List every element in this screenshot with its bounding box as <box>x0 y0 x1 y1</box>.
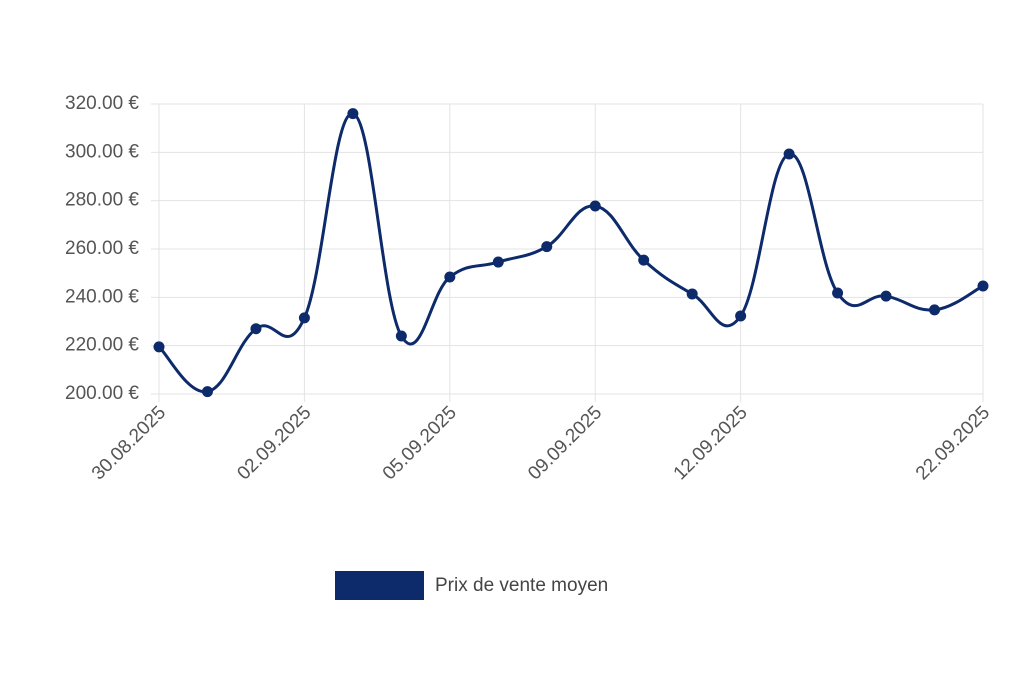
y-tick-label: 280.00 € <box>65 190 139 211</box>
point <box>444 271 456 283</box>
point <box>347 108 359 120</box>
point <box>589 200 601 212</box>
point <box>492 256 504 268</box>
point <box>153 341 165 353</box>
x-tick-label: 22.09.2025 <box>912 402 994 484</box>
x-tick-label: 09.09.2025 <box>524 402 606 484</box>
point <box>395 330 407 342</box>
y-tick-label: 220.00 € <box>65 335 139 356</box>
point <box>832 287 844 299</box>
point <box>977 280 989 292</box>
y-tick-label: 200.00 € <box>65 383 139 404</box>
point <box>783 148 795 160</box>
point <box>686 288 698 300</box>
point <box>735 310 747 322</box>
legend-swatch <box>335 571 424 600</box>
x-tick-label: 30.08.2025 <box>88 402 170 484</box>
y-tick-label: 320.00 € <box>65 93 139 114</box>
y-tick-label: 260.00 € <box>65 238 139 259</box>
point <box>201 386 213 398</box>
x-tick-label: 12.09.2025 <box>670 402 752 484</box>
x-tick-label: 05.09.2025 <box>379 402 461 484</box>
point <box>250 323 262 335</box>
point <box>541 241 553 253</box>
point <box>298 312 310 324</box>
legend-label: Prix de vente moyen <box>435 575 608 596</box>
x-tick-label: 02.09.2025 <box>233 402 315 484</box>
point <box>880 290 892 302</box>
point <box>638 254 650 266</box>
point <box>929 304 941 316</box>
line <box>157 112 984 394</box>
y-tick-label: 240.00 € <box>65 286 139 307</box>
y-tick-label: 300.00 € <box>65 141 139 162</box>
